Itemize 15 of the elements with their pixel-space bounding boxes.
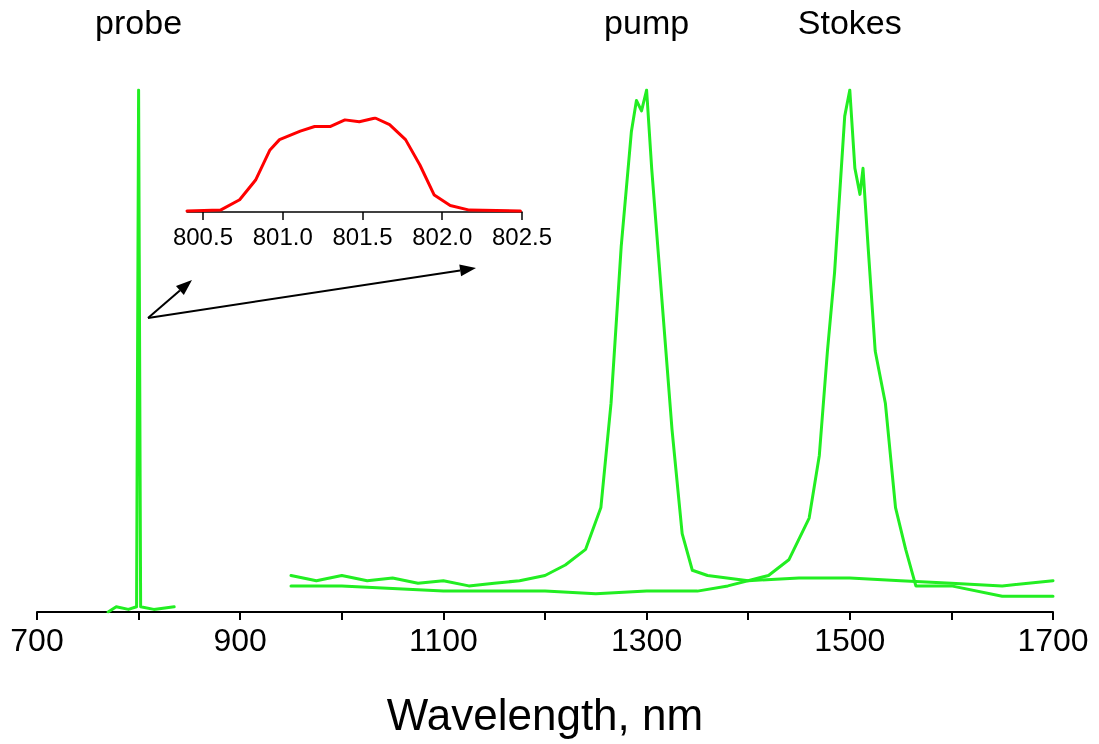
x-tick-label: 801.5 (332, 222, 393, 250)
text: pump (604, 3, 690, 41)
text: probe (95, 3, 183, 41)
x-tick-label: 802.5 (491, 222, 553, 250)
x-tick-label: 1300 (611, 622, 683, 658)
x-tick-label: 900 (213, 622, 267, 658)
x-tick-label: 1500 (814, 622, 886, 658)
x-tick-label: 1700 (1017, 622, 1089, 658)
x-tick-label: 800.5 (172, 222, 233, 250)
x-tick-label: 1100 (408, 622, 478, 658)
x-tick-label: 802.0 (412, 222, 473, 250)
x-axis-title: Wavelength, nm (386, 689, 704, 739)
x-tick-label: 801.0 (252, 222, 313, 250)
text: Stokes (797, 3, 902, 41)
x-tick-label: 700 (10, 622, 64, 658)
